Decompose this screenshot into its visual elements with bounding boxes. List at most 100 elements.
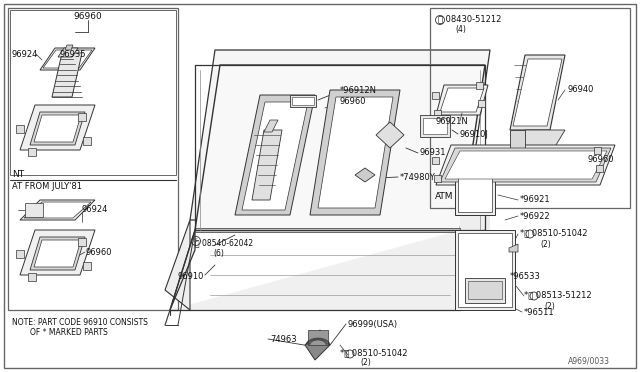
- Polygon shape: [252, 130, 282, 200]
- Polygon shape: [305, 330, 330, 360]
- Polygon shape: [476, 82, 483, 89]
- Text: 96910J: 96910J: [460, 130, 489, 139]
- Bar: [458, 233, 512, 307]
- Bar: [455, 230, 515, 310]
- Polygon shape: [190, 50, 490, 220]
- Polygon shape: [242, 102, 308, 210]
- Polygon shape: [165, 220, 190, 310]
- Polygon shape: [513, 59, 562, 126]
- Polygon shape: [440, 88, 484, 112]
- Text: *Ⓢ 08510-51042: *Ⓢ 08510-51042: [520, 228, 588, 237]
- Polygon shape: [78, 113, 86, 121]
- Text: *96912N: *96912N: [340, 86, 377, 95]
- Text: 96960: 96960: [340, 97, 367, 106]
- Polygon shape: [510, 130, 565, 155]
- Bar: [25, 203, 43, 217]
- Text: AT FROM JULY'81: AT FROM JULY'81: [12, 182, 82, 191]
- Polygon shape: [596, 165, 603, 172]
- Text: *96921: *96921: [520, 195, 550, 204]
- Polygon shape: [292, 97, 314, 105]
- Text: *Ⓢ 08510-51042: *Ⓢ 08510-51042: [340, 348, 408, 357]
- Bar: [430, 8, 630, 208]
- Polygon shape: [170, 230, 460, 310]
- Text: 96960: 96960: [85, 248, 111, 257]
- Text: 96935: 96935: [60, 50, 86, 59]
- Polygon shape: [20, 230, 95, 275]
- Bar: [455, 155, 495, 215]
- Polygon shape: [43, 50, 92, 68]
- Text: 96924: 96924: [82, 205, 108, 214]
- Text: 96910: 96910: [178, 272, 204, 281]
- Polygon shape: [78, 238, 86, 246]
- Bar: [423, 118, 447, 134]
- Text: NOTE: PART CODE 96910 CONSISTS: NOTE: PART CODE 96910 CONSISTS: [12, 318, 148, 327]
- Text: 96960: 96960: [74, 12, 102, 21]
- Polygon shape: [445, 151, 607, 179]
- Polygon shape: [83, 262, 91, 270]
- Polygon shape: [510, 55, 565, 130]
- Text: (6): (6): [213, 249, 224, 258]
- Bar: [458, 158, 492, 212]
- Text: Ⓢ 08540-62042: Ⓢ 08540-62042: [195, 238, 253, 247]
- Polygon shape: [83, 137, 91, 145]
- Polygon shape: [355, 168, 375, 182]
- Polygon shape: [28, 148, 36, 156]
- Text: 96931: 96931: [420, 148, 447, 157]
- Polygon shape: [436, 145, 615, 185]
- Text: *96511: *96511: [524, 308, 555, 317]
- Text: (2): (2): [540, 240, 551, 249]
- Text: OF * MARKED PARTS: OF * MARKED PARTS: [30, 328, 108, 337]
- Text: *96922: *96922: [520, 212, 550, 221]
- Polygon shape: [434, 110, 441, 117]
- Text: 96999(USA): 96999(USA): [348, 320, 398, 329]
- Text: 96940: 96940: [567, 85, 593, 94]
- Bar: [8, 8, 178, 310]
- Polygon shape: [34, 240, 81, 267]
- Bar: [465, 278, 505, 303]
- Bar: [468, 281, 502, 299]
- Bar: [420, 115, 450, 137]
- Text: A969/0033: A969/0033: [568, 356, 610, 365]
- Polygon shape: [30, 237, 85, 270]
- Text: 96921N: 96921N: [436, 117, 468, 126]
- Polygon shape: [170, 230, 195, 310]
- Polygon shape: [290, 95, 316, 107]
- Text: 74963: 74963: [270, 335, 296, 344]
- Polygon shape: [478, 100, 485, 107]
- Text: 96924: 96924: [12, 50, 38, 59]
- Polygon shape: [440, 148, 611, 182]
- Polygon shape: [195, 65, 485, 230]
- Polygon shape: [436, 85, 488, 115]
- Polygon shape: [195, 228, 460, 232]
- Text: (2): (2): [360, 358, 371, 367]
- Text: S: S: [194, 238, 198, 243]
- Text: *74980Y: *74980Y: [400, 173, 436, 182]
- Polygon shape: [376, 122, 404, 148]
- Polygon shape: [235, 95, 315, 215]
- Polygon shape: [58, 48, 78, 57]
- Text: NT: NT: [12, 170, 24, 179]
- Polygon shape: [310, 90, 400, 215]
- Polygon shape: [16, 250, 24, 258]
- Polygon shape: [40, 48, 95, 70]
- Text: *96533: *96533: [510, 272, 541, 281]
- Polygon shape: [65, 45, 73, 50]
- Polygon shape: [318, 97, 393, 208]
- Polygon shape: [308, 330, 328, 345]
- Text: 96960: 96960: [588, 155, 614, 164]
- Polygon shape: [20, 105, 95, 150]
- Polygon shape: [434, 175, 441, 182]
- Polygon shape: [30, 112, 85, 145]
- Polygon shape: [16, 125, 24, 133]
- Polygon shape: [24, 202, 91, 218]
- Text: *Ⓢ 08513-51212: *Ⓢ 08513-51212: [524, 290, 591, 299]
- Polygon shape: [432, 157, 439, 164]
- Polygon shape: [20, 200, 95, 220]
- Text: Ⓢ 08430-51212: Ⓢ 08430-51212: [438, 14, 501, 23]
- Text: (4): (4): [455, 25, 466, 34]
- Polygon shape: [34, 115, 81, 142]
- Polygon shape: [509, 244, 518, 252]
- Polygon shape: [510, 130, 525, 155]
- Text: ATM: ATM: [435, 192, 454, 201]
- Bar: [10, 10, 176, 175]
